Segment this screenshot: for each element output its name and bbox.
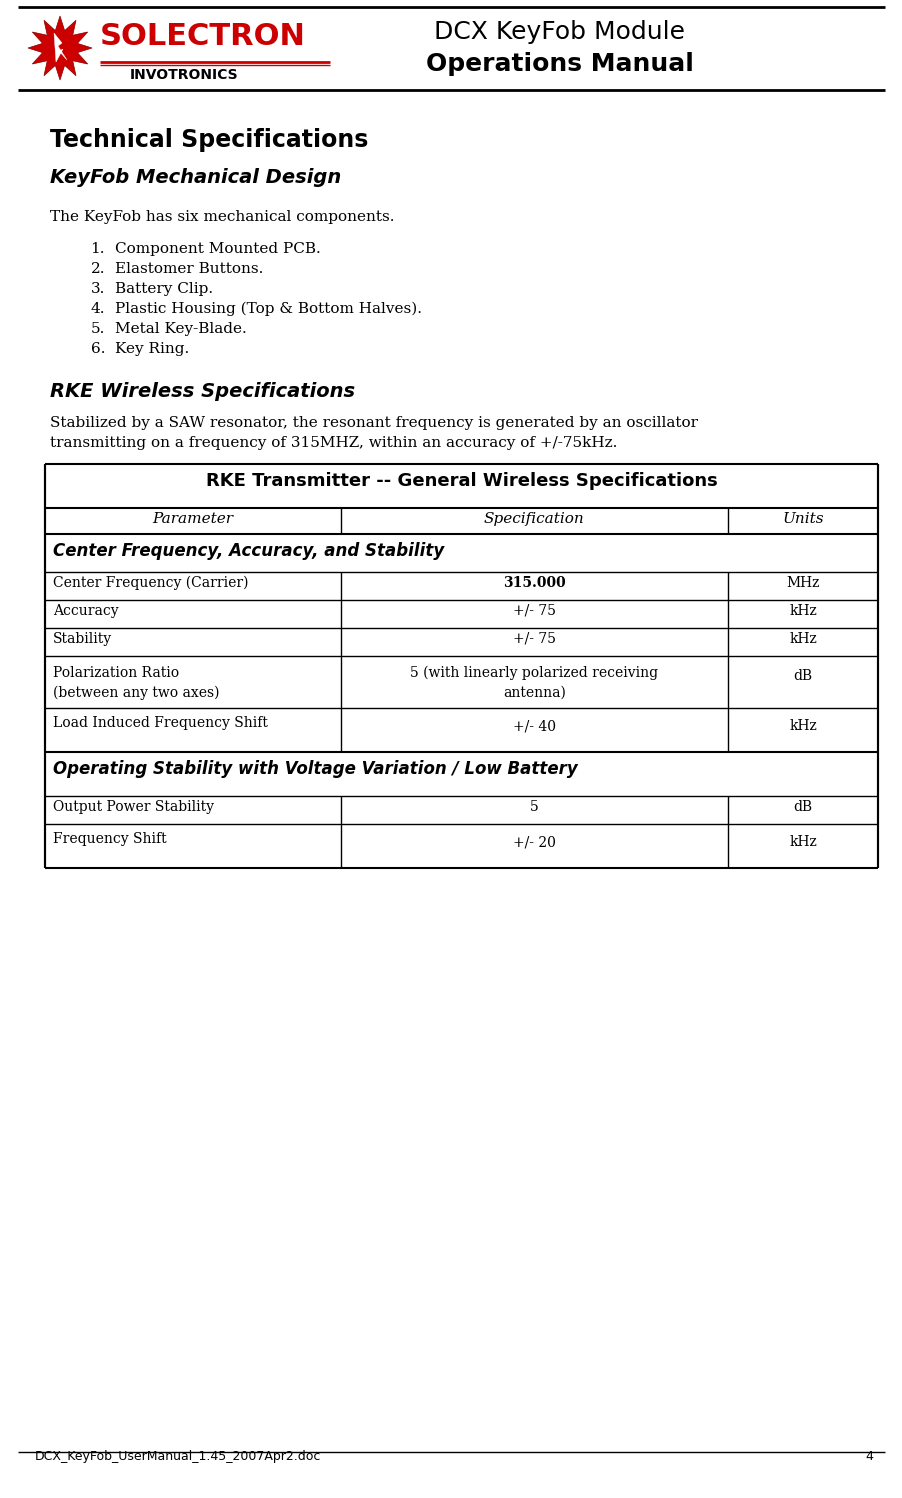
Text: 2.: 2. — [90, 262, 105, 276]
Text: Operating Stability with Voltage Variation / Low Battery: Operating Stability with Voltage Variati… — [53, 759, 577, 777]
Text: Operations Manual: Operations Manual — [426, 52, 693, 76]
Text: Center Frequency, Accuracy, and Stability: Center Frequency, Accuracy, and Stabilit… — [53, 542, 444, 560]
Text: kHz: kHz — [788, 604, 816, 617]
Text: kHz: kHz — [788, 719, 816, 734]
Text: Plastic Housing (Top & Bottom Halves).: Plastic Housing (Top & Bottom Halves). — [115, 303, 421, 316]
Text: SOLECTRON: SOLECTRON — [100, 22, 306, 51]
Text: transmitting on a frequency of 315MHZ, within an accuracy of +/-75kHz.: transmitting on a frequency of 315MHZ, w… — [50, 436, 617, 449]
Text: +/- 20: +/- 20 — [512, 836, 556, 849]
Text: Polarization Ratio
(between any two axes): Polarization Ratio (between any two axes… — [53, 667, 219, 700]
Text: Specification: Specification — [483, 512, 584, 526]
Text: Stability: Stability — [53, 632, 112, 646]
Text: Frequency Shift: Frequency Shift — [53, 831, 167, 846]
Text: Accuracy: Accuracy — [53, 604, 118, 617]
Text: MHz: MHz — [786, 575, 819, 590]
Text: 6.: 6. — [90, 342, 105, 357]
Text: Technical Specifications: Technical Specifications — [50, 127, 368, 151]
Text: Units: Units — [781, 512, 823, 526]
Text: The KeyFob has six mechanical components.: The KeyFob has six mechanical components… — [50, 210, 394, 225]
Text: Center Frequency (Carrier): Center Frequency (Carrier) — [53, 575, 248, 590]
Text: Key Ring.: Key Ring. — [115, 342, 189, 357]
Text: Parameter: Parameter — [152, 512, 233, 526]
Text: Metal Key-Blade.: Metal Key-Blade. — [115, 322, 246, 336]
Text: dB: dB — [793, 668, 812, 683]
Text: Component Mounted PCB.: Component Mounted PCB. — [115, 243, 320, 256]
Text: kHz: kHz — [788, 632, 816, 646]
Text: 4: 4 — [864, 1450, 872, 1464]
Text: RKE Transmitter -- General Wireless Specifications: RKE Transmitter -- General Wireless Spec… — [206, 472, 716, 490]
Text: +/- 75: +/- 75 — [512, 632, 556, 646]
Text: INVOTRONICS: INVOTRONICS — [130, 67, 238, 82]
Text: Stabilized by a SAW resonator, the resonant frequency is generated by an oscilla: Stabilized by a SAW resonator, the reson… — [50, 416, 697, 430]
Text: +/- 75: +/- 75 — [512, 604, 556, 617]
Text: kHz: kHz — [788, 836, 816, 849]
Text: Load Induced Frequency Shift: Load Induced Frequency Shift — [53, 716, 268, 730]
Text: DCX KeyFob Module: DCX KeyFob Module — [434, 19, 685, 43]
Text: Output Power Stability: Output Power Stability — [53, 800, 214, 813]
Text: 5 (with linearly polarized receiving
antenna): 5 (with linearly polarized receiving ant… — [410, 667, 658, 700]
Text: 1.: 1. — [90, 243, 105, 256]
Text: DCX_KeyFob_UserManual_1.45_2007Apr2.doc: DCX_KeyFob_UserManual_1.45_2007Apr2.doc — [35, 1450, 321, 1464]
Text: 3.: 3. — [90, 282, 105, 297]
Text: RKE Wireless Specifications: RKE Wireless Specifications — [50, 382, 354, 401]
Text: 4.: 4. — [90, 303, 105, 316]
Text: dB: dB — [793, 800, 812, 813]
Text: Battery Clip.: Battery Clip. — [115, 282, 213, 297]
Text: 5: 5 — [529, 800, 538, 813]
Polygon shape — [28, 16, 92, 79]
Polygon shape — [54, 33, 67, 61]
Text: Elastomer Buttons.: Elastomer Buttons. — [115, 262, 263, 276]
Text: KeyFob Mechanical Design: KeyFob Mechanical Design — [50, 168, 341, 187]
Text: +/- 40: +/- 40 — [512, 719, 556, 734]
Text: 315.000: 315.000 — [502, 575, 566, 590]
Text: 5.: 5. — [90, 322, 105, 336]
